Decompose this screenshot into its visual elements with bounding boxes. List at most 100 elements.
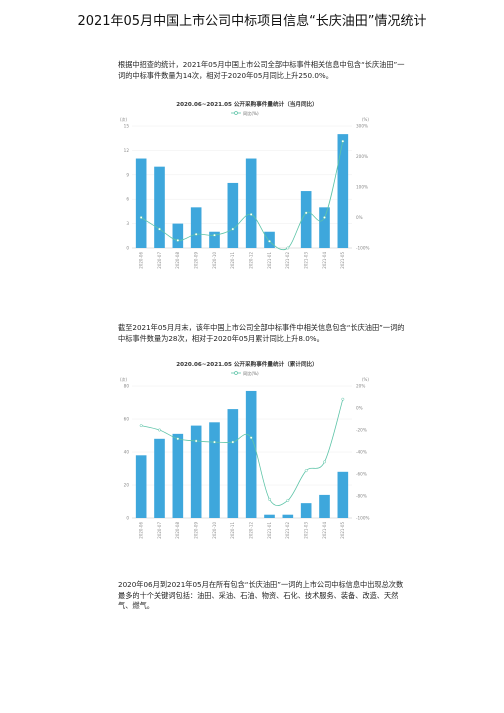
chart-title: 2020.06~2021.05 公开采购事件量统计（当月同比） — [176, 100, 318, 108]
yoy-point — [176, 238, 180, 242]
x-tick-label: 2021-04 — [322, 252, 327, 269]
yoy-point — [249, 213, 253, 216]
monthly-chart: 2020.06~2021.05 公开采购事件量统计（当月同比） 同比(%) (次) (… — [112, 98, 382, 274]
bar — [337, 471, 349, 518]
yoy-point — [268, 497, 271, 501]
yoy-point — [231, 227, 235, 231]
x-tick-label: 2020-11 — [230, 522, 235, 539]
bar — [190, 207, 202, 248]
x-tick-label: 2021-01 — [267, 522, 272, 539]
x-tick-label: 2020-09 — [194, 252, 199, 269]
legend-marker — [234, 111, 238, 115]
bar — [227, 182, 239, 248]
yoy-point — [341, 397, 345, 401]
bar — [300, 503, 312, 518]
x-tick-label: 2020-08 — [175, 252, 180, 269]
cumulative-chart: 2020.06~2021.05 公开采购事件量统计（累计同比） 同比(%) (次) (… — [112, 358, 382, 544]
yoy-point — [139, 216, 143, 219]
yoy-point — [304, 211, 308, 215]
y2-tick-label: 300% — [356, 124, 368, 129]
yoy-point — [341, 139, 345, 143]
yoy-point — [194, 439, 198, 443]
bar — [172, 223, 184, 248]
x-tick-label: 2020-10 — [212, 522, 217, 539]
y-tick-label: 60 — [124, 417, 130, 422]
x-tick-label: 2021-01 — [267, 252, 272, 269]
bar — [300, 191, 312, 248]
y2-tick-label: -100% — [356, 246, 370, 251]
y2-tick-label: -80% — [356, 494, 367, 499]
yoy-point — [176, 437, 180, 441]
yoy-point — [304, 469, 308, 473]
x-tick-label: 2020-10 — [212, 252, 217, 269]
bar — [190, 425, 202, 518]
y2-tick-label: -40% — [356, 450, 367, 455]
y2-axis-unit: (%) — [362, 377, 369, 382]
y-tick-label: 40 — [124, 450, 130, 455]
x-tick-label: 2020-12 — [249, 252, 254, 269]
yoy-point — [268, 239, 271, 243]
y2-tick-label: 200% — [356, 154, 368, 159]
yoy-point — [249, 436, 253, 440]
x-tick-label: 2020-07 — [157, 252, 162, 269]
x-tick-label: 2021-02 — [285, 522, 290, 539]
yoy-point — [323, 460, 326, 464]
x-tick-label: 2020-08 — [175, 522, 180, 539]
page-title: 2021年05月中国上市公司中标项目信息“长庆油田”情况统计 — [77, 14, 427, 29]
yoy-point — [139, 424, 143, 428]
y-tick-label: 0 — [126, 246, 129, 251]
bar — [245, 390, 257, 518]
y-tick-label: 6 — [126, 197, 129, 202]
yoy-point — [231, 440, 235, 444]
bar — [209, 422, 220, 518]
yoy-point — [158, 428, 161, 432]
bar — [282, 514, 294, 518]
y2-tick-label: 0% — [356, 406, 363, 411]
bar — [319, 207, 330, 248]
bar — [209, 231, 220, 248]
bar — [135, 455, 147, 518]
bar — [227, 409, 239, 518]
x-tick-label: 2021-05 — [340, 522, 345, 539]
x-tick-label: 2021-03 — [304, 522, 309, 539]
cumulative-chart-svg: 2020.06~2021.05 公开采购事件量统计（累计同比） 同比(%) (次) (… — [120, 360, 370, 539]
y2-tick-label: -100% — [356, 516, 370, 521]
y2-tick-label: 20% — [356, 384, 365, 389]
legend-label: 同比(%) — [243, 370, 259, 377]
x-tick-label: 2020-11 — [230, 252, 235, 269]
bar — [172, 433, 184, 518]
legend-marker — [234, 371, 238, 375]
yoy-point — [213, 440, 216, 444]
keywords-paragraph: 2020年06月到2021年05月在所有包含“长庆油田”一词的上市公司中标信息中… — [118, 580, 404, 610]
y2-tick-label: 0% — [356, 215, 363, 220]
x-tick-label: 2021-04 — [322, 522, 327, 539]
x-tick-label: 2020-07 — [157, 522, 162, 539]
bar — [135, 158, 147, 248]
yoy-point — [194, 232, 198, 236]
x-tick-label: 2020-06 — [139, 252, 144, 269]
yoy-line — [141, 399, 344, 506]
y-tick-label: 12 — [124, 148, 130, 153]
chart-title: 2020.06~2021.05 公开采购事件量统计（累计同比） — [176, 360, 318, 368]
y-tick-label: 3 — [126, 221, 129, 226]
cumulative-paragraph: 截至2021年05月月末，该年中国上市公司全部中标事件中相关信息包含“长庆油田”… — [118, 323, 405, 343]
monthly-chart-svg: 2020.06~2021.05 公开采购事件量统计（当月同比） 同比(%) (次) (… — [120, 100, 370, 269]
y-tick-label: 15 — [124, 124, 130, 129]
x-tick-label: 2021-02 — [285, 252, 290, 269]
y-axis-unit: (次) — [120, 376, 128, 382]
bar — [264, 514, 275, 518]
yoy-point — [286, 246, 290, 250]
bar — [319, 494, 330, 518]
yoy-line — [140, 141, 344, 251]
yoy-point — [286, 498, 290, 502]
y-tick-label: 80 — [124, 384, 130, 389]
bar — [337, 134, 349, 248]
legend-label: 同比(%) — [243, 110, 259, 117]
y2-tick-label: 100% — [356, 185, 368, 190]
y2-tick-label: -20% — [356, 428, 367, 433]
bar — [154, 166, 165, 248]
yoy-point — [323, 216, 326, 219]
x-tick-label: 2021-05 — [340, 252, 345, 269]
x-tick-label: 2020-09 — [194, 522, 199, 539]
y2-axis-unit: (%) — [362, 117, 369, 122]
